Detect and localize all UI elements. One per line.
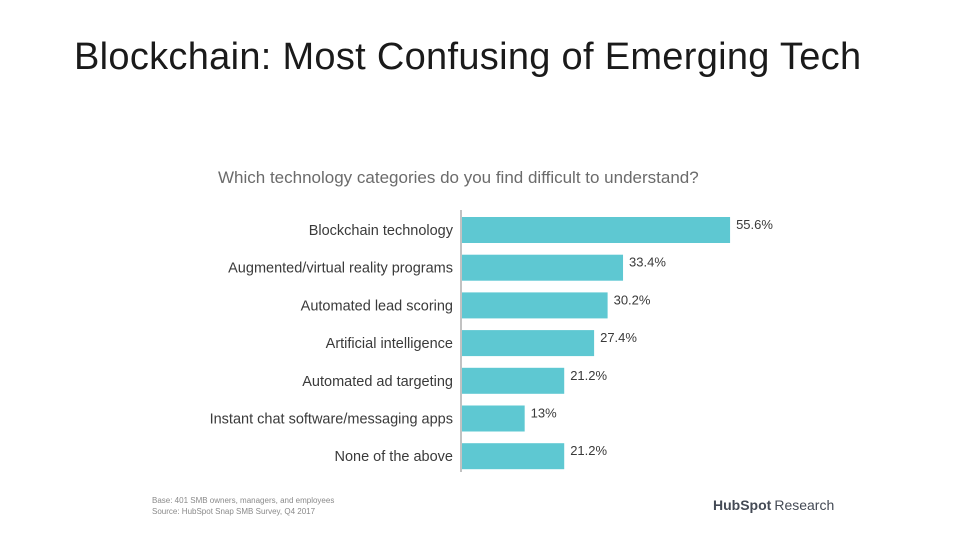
category-label-4: Artificial intelligence [326,336,453,352]
category-label-2: Augmented/virtual reality programs [228,261,453,277]
bar-7 [462,443,565,470]
value-label-3: 30.2% [614,292,651,307]
category-label-5: Automated ad targeting [302,374,453,390]
bar-5 [462,367,565,394]
value-label-1: 55.6% [736,217,773,232]
hubspot-research-logo: HubSpot Research [713,497,834,513]
slide-title: Blockchain: Most Confusing of Emerging T… [74,36,862,78]
category-label-6: Instant chat software/messaging apps [210,412,453,428]
brand-name: HubSpot [713,497,772,513]
category-label-7: None of the above [334,449,453,465]
chart-title: Which technology categories do you find … [218,168,699,187]
footnote-base: Base: 401 SMB owners, managers, and empl… [152,496,335,505]
value-label-2: 33.4% [629,255,666,270]
value-label-7: 21.2% [570,443,607,458]
value-label-4: 27.4% [600,330,637,345]
bar-2 [462,254,624,281]
category-label-1: Blockchain technology [309,223,454,239]
category-label-3: Automated lead scoring [301,298,453,314]
bar-4 [462,330,595,357]
bar-1 [462,217,731,243]
brand-sub: Research [774,497,835,513]
bar-6 [462,405,525,432]
value-label-6: 13% [531,406,557,421]
bar-3 [462,292,608,319]
value-label-5: 21.2% [570,368,607,383]
footnote-source: Source: HubSpot Snap SMB Survey, Q4 2017 [152,507,316,516]
